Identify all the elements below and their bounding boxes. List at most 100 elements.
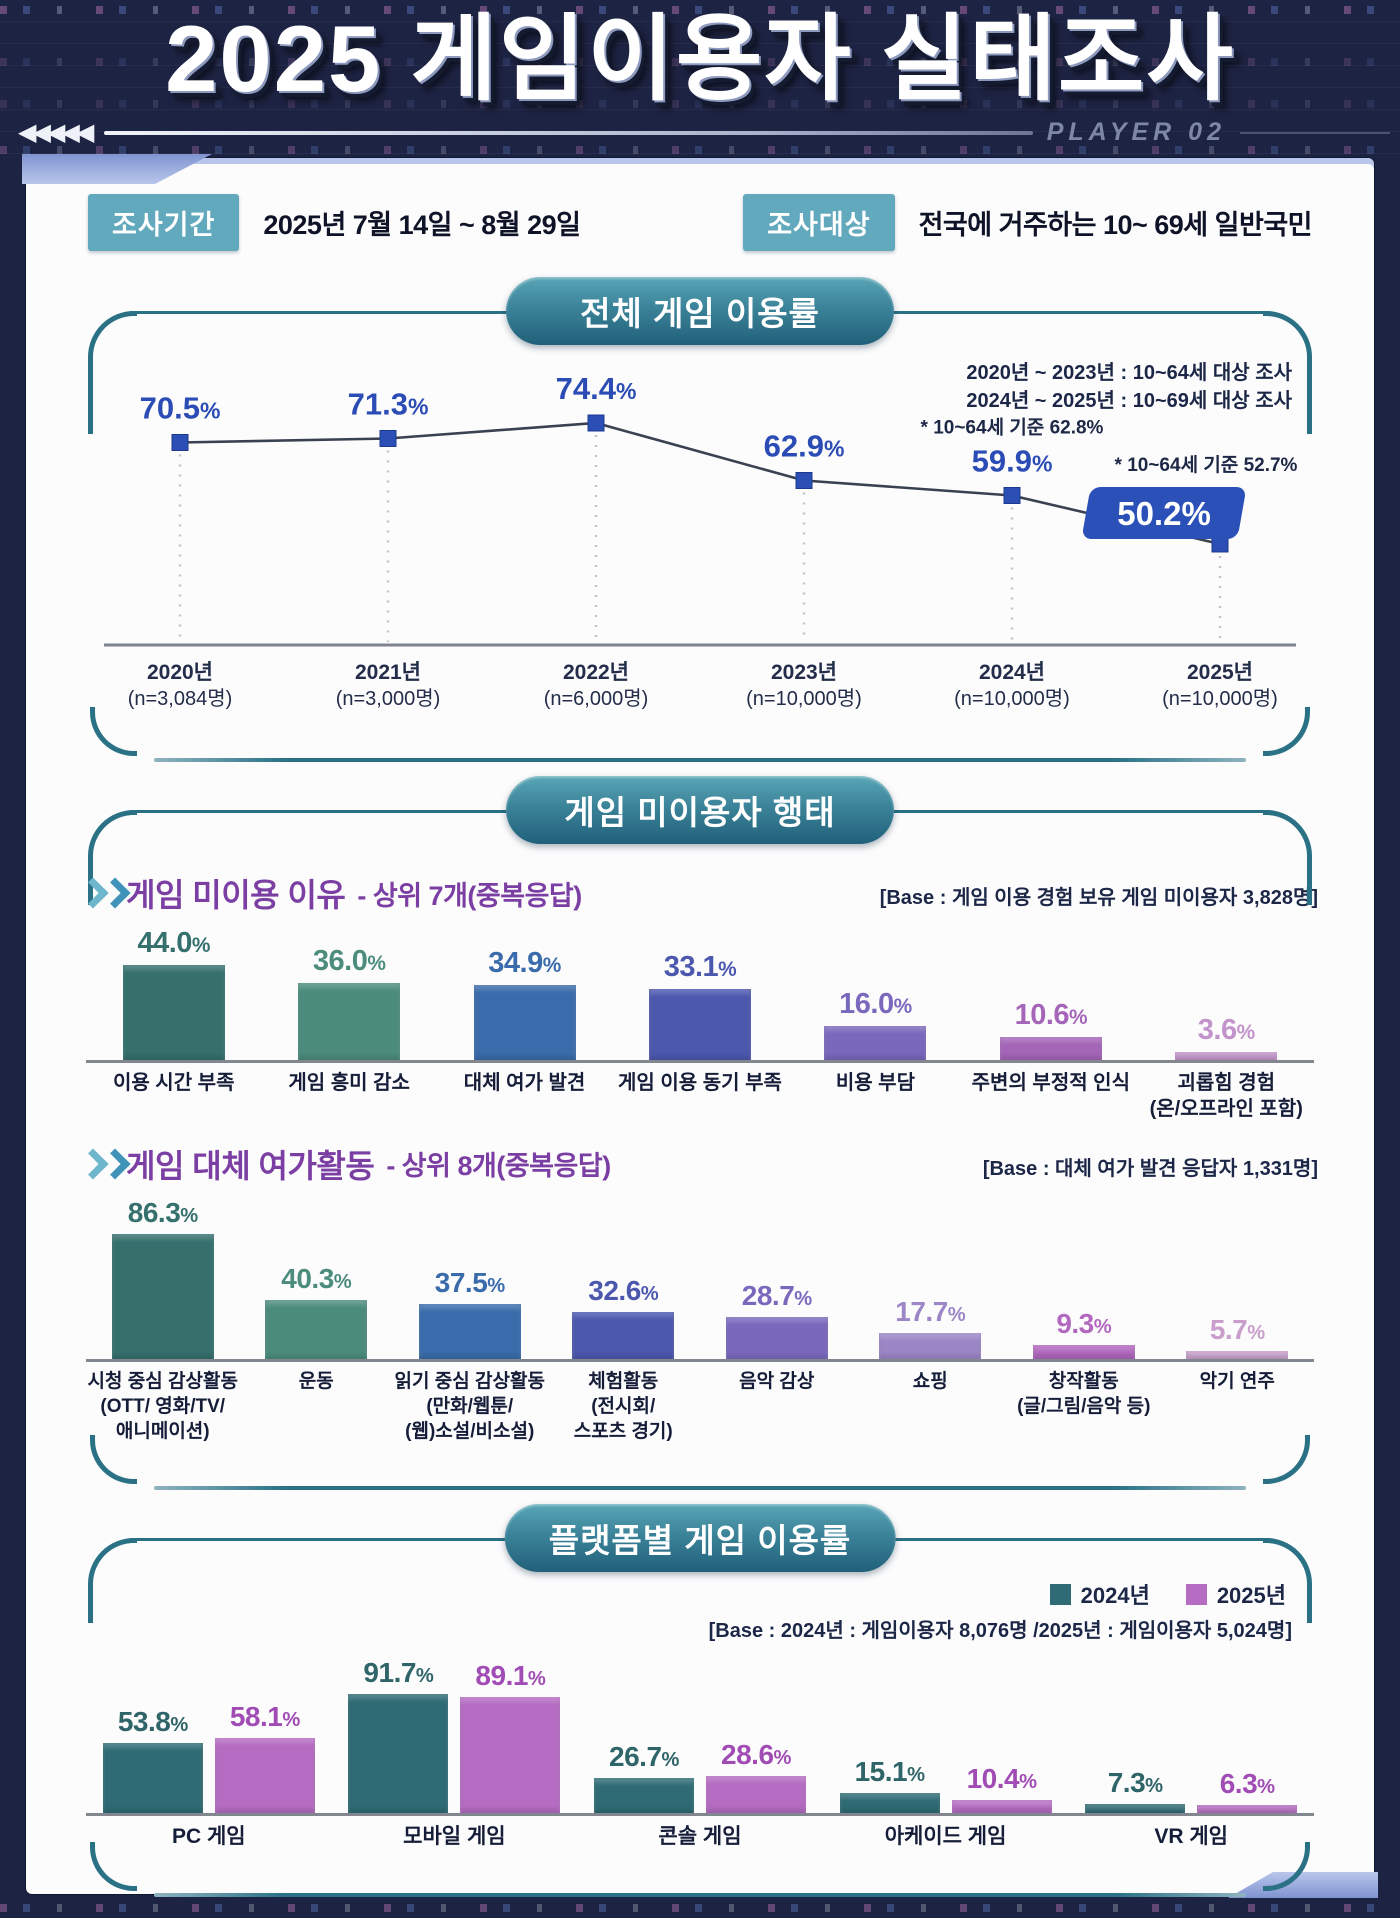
bar	[1175, 1052, 1278, 1060]
bar-value: 28.6%	[721, 1738, 791, 1770]
bar-category: 체험활동 (전시회/ 스포츠 경기)	[573, 1370, 673, 1442]
bars-area: 86.3% 40.3% 37.5% 32.6% 28.7% 17.7% 9.3% 5.7%	[86, 1191, 1314, 1362]
bar-column: 32.6%	[547, 1275, 701, 1359]
bars-area: 44.0% 36.0% 34.9% 33.1% 16.0% 10.6% 3.6%	[86, 920, 1314, 1063]
x-tick-sample-size: (n=10,000명)	[746, 687, 862, 710]
bar-column: 37.5%	[393, 1267, 547, 1359]
bar	[1197, 1804, 1298, 1814]
bar	[460, 1697, 561, 1814]
bar-value: 89.1%	[475, 1660, 546, 1692]
category-labels: 이용 시간 부족 게임 흥미 감소 대체 여가 발견 게임 이용 동기 부족 비용 부담…	[86, 1070, 1314, 1123]
bracket-close-left	[90, 1435, 137, 1485]
bracket-open-left	[88, 1538, 137, 1624]
bar-value: 7.3%	[1107, 1766, 1163, 1798]
grouped-bar-column: 28.6%	[700, 1738, 812, 1814]
nonuse-reasons-bar-chart: 44.0% 36.0% 34.9% 33.1% 16.0% 10.6% 3.6% 이용 시간 …	[86, 920, 1314, 1123]
nonuse-reasons-subhead: 게임 미이용 이유 - 상위 7개(중복응답) [Base : 게임 이용 경험…	[77, 870, 1318, 916]
card-corner-decoration	[22, 154, 212, 184]
subhead-rest: - 상위 7개(중복응답)	[357, 880, 582, 911]
legend-label: 2024년	[1080, 1583, 1150, 1609]
reference-annotation: * 10~64세 기준 52.7%	[1115, 454, 1298, 476]
bar-column: 10.6%	[963, 999, 1138, 1060]
legend-swatch-icon	[1185, 1583, 1207, 1605]
x-tick-year: 2024년	[979, 661, 1045, 684]
section-nonuser-close	[90, 1435, 1310, 1491]
bar-value: 32.6%	[588, 1274, 659, 1306]
bar-category: 게임 흥미 감소	[288, 1072, 410, 1094]
bar-column: 16.0%	[788, 988, 963, 1060]
bar-category: 쇼핑	[912, 1370, 948, 1392]
bar-value: 44.0%	[137, 927, 210, 960]
bar	[593, 1778, 694, 1814]
bar-column: 3.6%	[1139, 1014, 1314, 1060]
header-divider	[104, 130, 1033, 135]
bar-value: 86.3%	[127, 1196, 198, 1228]
bar-value: 40.3%	[281, 1263, 352, 1295]
bracket-close-left	[90, 1841, 137, 1891]
bar-category: 운동	[298, 1370, 334, 1392]
bar-value: 91.7%	[363, 1656, 434, 1688]
survey-target: 조사대상 전국에 거주하는 10~ 69세 일반국민	[743, 194, 1313, 251]
grouped-bar-column: 6.3%	[1191, 1768, 1303, 1814]
survey-period-tag: 조사기간	[88, 194, 240, 251]
x-tick-sample-size: (n=10,000명)	[1162, 687, 1278, 710]
bar-value: 58.1%	[229, 1700, 300, 1732]
bar	[298, 982, 401, 1060]
bar-value: 10.4%	[966, 1762, 1037, 1794]
bar-value: 28.7%	[741, 1280, 812, 1312]
header-divider-short	[1240, 131, 1390, 134]
bar-value: 33.1%	[663, 950, 737, 983]
survey-period-value: 2025년 7월 14일 ~ 8월 29일	[263, 210, 581, 240]
bar-category: 이용 시간 부족	[112, 1072, 235, 1094]
bar	[265, 1300, 368, 1359]
alternative-activities-base: [Base : 대체 여가 발견 응답자 1,331명]	[982, 1157, 1318, 1180]
bar	[951, 1799, 1052, 1814]
section-nonuser-header: 게임 미이용자 행태	[68, 770, 1332, 905]
section-nonuser-title: 게임 미이용자 행태	[506, 776, 894, 844]
bar-value: 26.7%	[609, 1741, 679, 1773]
bar	[111, 1233, 214, 1359]
bar-value: 34.9%	[488, 946, 561, 979]
bar	[473, 984, 576, 1060]
bar	[572, 1311, 675, 1359]
grouped-bar-column: 15.1%	[834, 1756, 946, 1814]
bar-category: 콘솔 게임	[658, 1825, 742, 1849]
point-value-label: 74.4%	[556, 373, 637, 406]
bar	[1085, 1803, 1186, 1814]
overall-note: 2020년 ~ 2023년 : 10~64세 대상 조사 2024년 ~ 202…	[108, 359, 1292, 415]
bar	[824, 1025, 927, 1060]
grouped-bar-column: 53.8%	[97, 1706, 209, 1814]
section-overall-header: 전체 게임 이용률	[68, 271, 1332, 434]
content-card: 조사기간 2025년 7월 14일 ~ 8월 29일 조사대상 전국에 거주하는…	[22, 154, 1378, 1898]
bar-value: 53.8%	[117, 1706, 188, 1738]
category-labels: 시청 중심 감상활동 (OTT/ 영화/TV/ 애니메이션) 운동 읽기 중심 감상…	[86, 1369, 1314, 1444]
bracket-close-left	[90, 707, 137, 756]
bar-column: 34.9%	[437, 947, 612, 1060]
bracket-close-right	[1263, 1435, 1310, 1485]
bar-value: 9.3%	[1056, 1308, 1112, 1340]
reference-annotation: * 10~64세 기준 62.8%	[921, 417, 1104, 439]
subhead-rest: - 상위 8개(중복응답)	[386, 1151, 611, 1182]
bar	[214, 1737, 315, 1814]
bar-category: VR 게임	[1154, 1825, 1228, 1849]
survey-period: 조사기간 2025년 7월 14일 ~ 8월 29일	[88, 194, 581, 251]
bar-column: 28.7%	[700, 1280, 854, 1359]
category-labels: PC 게임 모바일 게임 콘솔 게임 아케이드 게임 VR 게임	[86, 1823, 1314, 1851]
bar-category: 비용 부담	[835, 1072, 915, 1094]
bar-category: 게임 이용 동기 부족	[618, 1072, 782, 1094]
bar-value: 36.0%	[312, 944, 386, 977]
bar-category: 시청 중심 감상활동 (OTT/ 영화/TV/ 애니메이션)	[87, 1370, 238, 1442]
bar-category: 대체 여가 발견	[463, 1072, 586, 1094]
section-platform-close	[90, 1841, 1310, 1897]
platform-usage-bar-chart: 53.8% 58.1% 91.7% 89.1% 26.7% 28.6% 15.1% 10.4%…	[86, 1647, 1314, 1851]
survey-info-row: 조사기간 2025년 7월 14일 ~ 8월 29일 조사대상 전국에 거주하는…	[88, 194, 1313, 251]
x-tick-year: 2023년	[771, 661, 837, 684]
bar	[725, 1317, 828, 1359]
nonuse-reasons-base: [Base : 게임 이용 경험 보유 게임 미이용자 3,828명]	[879, 887, 1318, 909]
x-tick-year: 2020년	[147, 661, 213, 684]
grouped-bar-column: 7.3%	[1079, 1766, 1191, 1814]
section-close-line	[154, 1892, 1246, 1897]
bar	[879, 1333, 982, 1359]
legend-swatch-icon	[1049, 1583, 1071, 1605]
page-title: 2025 게임이용자 실태조사	[165, 6, 1235, 111]
